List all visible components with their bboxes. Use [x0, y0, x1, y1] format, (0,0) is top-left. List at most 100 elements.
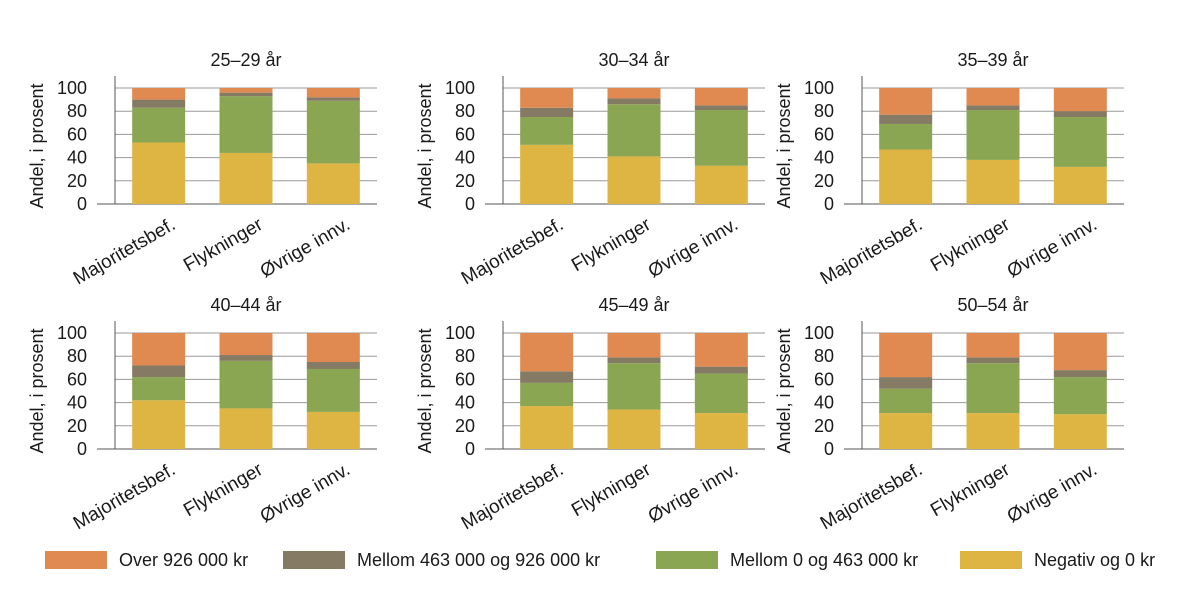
x-tick-label: Øvrige innv. — [1004, 459, 1101, 527]
bar-segment-463k-926k — [966, 105, 1020, 111]
bar-segment-over-926k — [520, 333, 574, 372]
bar-segment-463k-926k — [520, 107, 574, 117]
y-tick-label: 60 — [814, 124, 834, 144]
y-tick-label: 0 — [465, 194, 475, 214]
x-tick-label: Flykninger — [180, 214, 267, 276]
bar-segment-over-926k — [607, 333, 661, 358]
y-tick-label: 100 — [57, 78, 87, 98]
bar-segment-negativ-0 — [520, 406, 574, 449]
bar-segment-over-926k — [306, 88, 360, 98]
bar-segment-negativ-0 — [694, 165, 748, 204]
y-axis-label: Andel, i prosent — [774, 328, 794, 453]
legend: Over 926 000 kr Mellom 463 000 og 926 00… — [0, 540, 1200, 580]
bar-segment-0-463k — [219, 96, 273, 153]
y-tick-label: 80 — [814, 346, 834, 366]
legend-swatch — [656, 551, 718, 569]
y-axis-label: Andel, i prosent — [415, 328, 435, 453]
y-tick-label: 0 — [824, 194, 834, 214]
y-tick-label: 0 — [824, 439, 834, 459]
y-axis-label: Andel, i prosent — [27, 83, 47, 208]
bar-segment-463k-926k — [132, 99, 186, 108]
bar-segment-0-463k — [879, 388, 933, 414]
bar-segment-0-463k — [219, 360, 273, 409]
bar-segment-463k-926k — [1053, 370, 1107, 378]
y-tick-label: 40 — [67, 148, 87, 168]
x-tick-label: Flykninger — [568, 459, 655, 521]
bar-segment-0-463k — [694, 110, 748, 166]
bar-segment-over-926k — [520, 88, 574, 108]
panel-6: 50–54 år Andel, i prosent 0 20 40 60 80 100 Majo… — [774, 295, 1124, 534]
panel-title: 50–54 år — [957, 295, 1028, 315]
y-tick-label: 40 — [455, 393, 475, 413]
x-tick-label: Øvrige innv. — [257, 459, 354, 527]
y-tick-label: 100 — [445, 78, 475, 98]
bar-segment-negativ-0 — [132, 400, 186, 449]
bar-segment-over-926k — [132, 88, 186, 100]
x-tick-label: Flykninger — [927, 459, 1014, 521]
legend-swatch — [960, 551, 1022, 569]
bar-segment-0-463k — [306, 368, 360, 412]
bar-segment-negativ-0 — [607, 156, 661, 204]
y-tick-label: 60 — [814, 369, 834, 389]
panel-title: 25–29 år — [210, 50, 281, 70]
chart-grid: 25–29 år Andel, i prosent 0 20 40 60 80 100 Majo… — [27, 50, 1124, 534]
panel-title: 45–49 år — [598, 295, 669, 315]
y-tick-label: 20 — [814, 171, 834, 191]
legend-item-463k-926k: Mellom 463 000 og 926 000 kr — [283, 546, 600, 574]
x-tick-label: Øvrige innv. — [645, 459, 742, 527]
bar-segment-negativ-0 — [306, 411, 360, 449]
y-tick-label: 100 — [804, 78, 834, 98]
bar-segment-over-926k — [966, 333, 1020, 358]
bar-segment-negativ-0 — [132, 142, 186, 204]
x-tick-label: Majoritetsbef. — [458, 459, 567, 534]
y-tick-label: 100 — [804, 323, 834, 343]
y-tick-label: 20 — [67, 171, 87, 191]
y-tick-label: 80 — [67, 346, 87, 366]
bar-segment-0-463k — [966, 363, 1020, 414]
bar-segment-over-926k — [694, 88, 748, 106]
bar-segment-0-463k — [607, 363, 661, 410]
y-tick-label: 20 — [455, 416, 475, 436]
bar-segment-over-926k — [132, 333, 186, 366]
bar-segment-over-926k — [306, 333, 360, 362]
bar-segment-0-463k — [966, 110, 1020, 160]
x-tick-label: Flykninger — [180, 459, 267, 521]
bar-segment-negativ-0 — [219, 152, 273, 204]
y-tick-label: 0 — [77, 194, 87, 214]
y-axis-label: Andel, i prosent — [774, 83, 794, 208]
y-tick-label: 80 — [455, 101, 475, 121]
bar-segment-negativ-0 — [694, 413, 748, 449]
y-tick-label: 60 — [67, 369, 87, 389]
y-tick-label: 20 — [67, 416, 87, 436]
bar-segment-463k-926k — [219, 92, 273, 97]
panel-1: 25–29 år Andel, i prosent 0 20 40 60 80 100 Majo… — [27, 50, 377, 289]
bar-segment-463k-926k — [1053, 111, 1107, 117]
legend-label: Over 926 000 kr — [119, 549, 249, 570]
bar-segment-0-463k — [607, 104, 661, 157]
bar-segment-0-463k — [1053, 377, 1107, 415]
panel-title: 35–39 år — [957, 50, 1028, 70]
panel-3: 35–39 år Andel, i prosent 0 20 40 60 80 100 Majo… — [774, 50, 1124, 289]
legend-item-over-926k: Over 926 000 kr — [45, 546, 248, 574]
legend-label: Mellom 463 000 og 926 000 kr — [357, 549, 601, 570]
bar-segment-negativ-0 — [520, 144, 574, 204]
x-tick-label: Flykninger — [927, 214, 1014, 276]
bar-segment-0-463k — [1053, 117, 1107, 167]
legend-label: Mellom 0 og 463 000 kr — [730, 549, 919, 570]
y-tick-label: 100 — [57, 323, 87, 343]
y-tick-label: 40 — [814, 148, 834, 168]
y-tick-label: 80 — [814, 101, 834, 121]
bar-segment-463k-926k — [306, 97, 360, 101]
bar-segment-over-926k — [219, 333, 273, 356]
bar-segment-negativ-0 — [879, 413, 933, 449]
bar-segment-0-463k — [132, 107, 186, 143]
x-tick-label: Majoritetsbef. — [458, 214, 567, 289]
panel-4: 40–44 år Andel, i prosent 0 20 40 60 80 100 Majo… — [27, 295, 377, 534]
bar-segment-463k-926k — [607, 357, 661, 364]
legend-swatch — [45, 551, 107, 569]
y-axis-label: Andel, i prosent — [27, 328, 47, 453]
x-tick-label: Flykninger — [568, 214, 655, 276]
bar-segment-0-463k — [306, 100, 360, 164]
bar-segment-463k-926k — [879, 114, 933, 124]
bar-segment-over-926k — [1053, 333, 1107, 371]
